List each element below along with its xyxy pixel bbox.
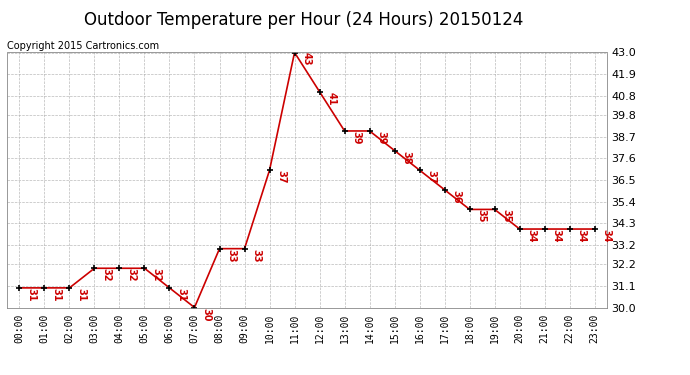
Text: 38: 38 [402,151,411,164]
Text: 32: 32 [151,268,161,282]
Text: 39: 39 [351,131,362,144]
Text: Temperature  (°F): Temperature (°F) [533,37,640,47]
Text: 30: 30 [201,308,211,321]
Text: 34: 34 [526,229,537,243]
Text: 31: 31 [26,288,37,302]
Text: Copyright 2015 Cartronics.com: Copyright 2015 Cartronics.com [7,41,159,51]
Text: 32: 32 [126,268,137,282]
Text: 33: 33 [226,249,237,262]
Text: 37: 37 [277,170,286,184]
Text: 37: 37 [426,170,437,184]
Text: 31: 31 [177,288,186,302]
Text: 33: 33 [251,249,262,262]
Text: Outdoor Temperature per Hour (24 Hours) 20150124: Outdoor Temperature per Hour (24 Hours) … [84,11,523,29]
Text: 32: 32 [101,268,111,282]
Text: 43: 43 [302,53,311,66]
Text: 34: 34 [602,229,611,243]
Text: 39: 39 [377,131,386,144]
Text: 34: 34 [551,229,562,243]
Text: 36: 36 [451,190,462,203]
Text: 35: 35 [502,209,511,223]
Text: 35: 35 [477,209,486,223]
Text: 31: 31 [77,288,86,302]
Text: 34: 34 [577,229,586,243]
Text: 31: 31 [51,288,61,302]
Text: 41: 41 [326,92,337,105]
